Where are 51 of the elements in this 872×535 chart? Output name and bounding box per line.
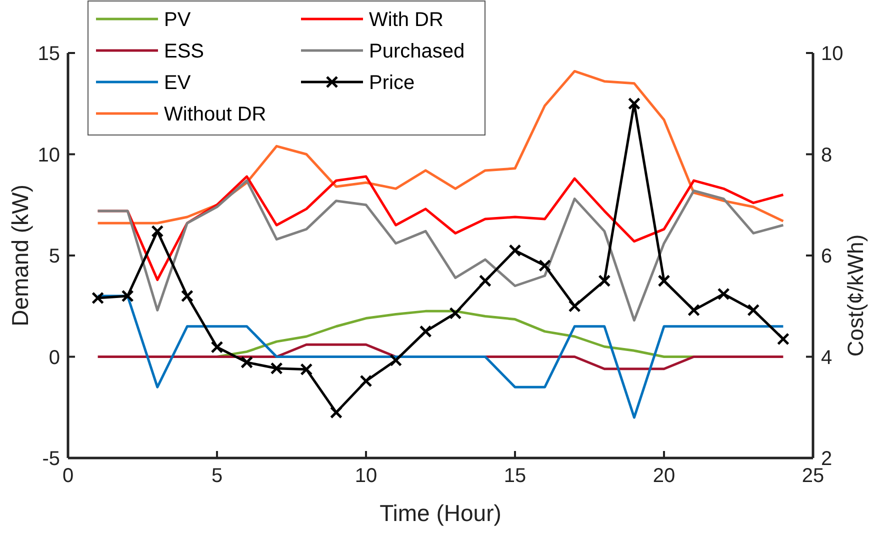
legend-label: EV xyxy=(164,72,192,94)
point xyxy=(270,362,283,375)
point xyxy=(508,244,522,257)
y2-tick-label: 10 xyxy=(821,43,844,65)
point xyxy=(360,374,372,388)
x-tick-label: 20 xyxy=(652,465,676,487)
legend-label: ESS xyxy=(164,40,204,62)
x-tick-label: 5 xyxy=(211,465,223,487)
line-series xyxy=(96,179,784,322)
point xyxy=(658,274,670,288)
y-tick-label: 0 xyxy=(48,346,60,369)
y2-tick-label: 6 xyxy=(821,246,832,268)
line-series xyxy=(96,70,784,224)
y2-tick-label: 8 xyxy=(821,144,832,166)
y2-axis-title: Cost(¢/kWh) xyxy=(843,234,868,357)
point xyxy=(419,325,432,338)
point xyxy=(300,363,313,376)
x-axis-title: Time (Hour) xyxy=(380,500,502,526)
y-tick-label: 5 xyxy=(48,246,60,268)
point xyxy=(92,292,104,304)
point xyxy=(717,288,730,300)
legend-label: Without DR xyxy=(164,104,266,126)
point xyxy=(538,259,552,272)
point xyxy=(568,300,581,312)
y-axis-title: Demand (kW) xyxy=(7,184,33,326)
point xyxy=(598,274,611,288)
line-series xyxy=(96,294,784,419)
point xyxy=(747,304,760,316)
point xyxy=(240,356,254,369)
x-tick-label: 10 xyxy=(354,465,378,487)
point xyxy=(180,290,194,302)
point xyxy=(688,304,700,316)
point xyxy=(776,332,790,346)
x-tick-label: 0 xyxy=(62,465,74,487)
legend-label: Purchased xyxy=(369,40,465,62)
point xyxy=(628,97,640,110)
y-tick-label: 10 xyxy=(38,144,60,166)
y2-tick-label: 4 xyxy=(821,346,832,369)
legend-label: With DR xyxy=(369,9,444,31)
point xyxy=(390,354,402,367)
point xyxy=(121,290,134,302)
point xyxy=(151,224,164,238)
y-tick-label: 15 xyxy=(38,43,60,65)
legend-label: Price xyxy=(369,72,415,94)
point xyxy=(478,274,492,288)
x-tick-label: 15 xyxy=(504,465,526,487)
point xyxy=(210,340,224,354)
point xyxy=(449,306,462,320)
legend-label: PV xyxy=(164,9,192,31)
y-tick-label: -5 xyxy=(42,448,60,470)
point xyxy=(330,406,342,419)
